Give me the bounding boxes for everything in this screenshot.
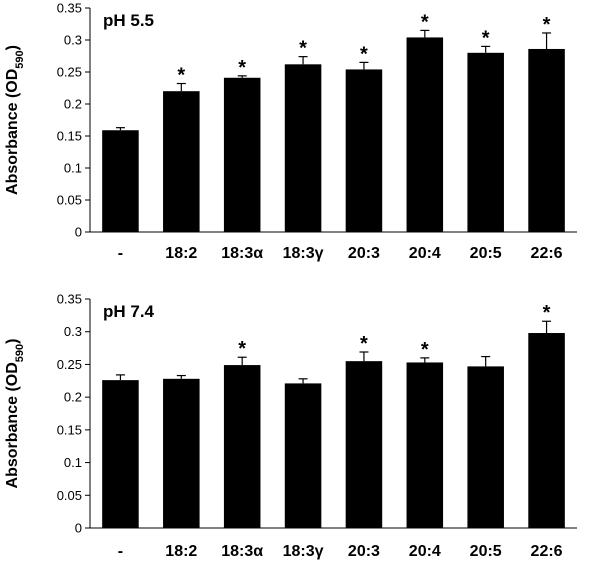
- y-tick-label: 0.25: [57, 357, 82, 372]
- bar: [528, 48, 565, 233]
- y-tick-label: 0.3: [64, 324, 82, 339]
- y-tick-label: 0.05: [57, 488, 82, 503]
- bar: [102, 130, 139, 232]
- y-axis-label: Absorbance (OD590): [4, 45, 26, 195]
- bar: [345, 69, 383, 232]
- bar: [406, 37, 444, 232]
- y-tick-label: 0.3: [64, 33, 82, 48]
- significance-marker: *: [238, 338, 246, 360]
- y-axis-label-main: Absorbance (OD: [4, 69, 21, 195]
- bar: [223, 77, 261, 232]
- significance-marker: *: [543, 14, 551, 36]
- bar: [528, 333, 565, 528]
- category-label: 18:3γ: [283, 543, 324, 560]
- y-tick-label: 0.15: [57, 129, 82, 144]
- bar: [284, 383, 322, 528]
- category-label: 18:3γ: [283, 245, 324, 262]
- bar: [467, 52, 504, 232]
- significance-marker: *: [360, 333, 368, 355]
- chart-ph-5-5: 0 0.05 0.1 0.15 0.2 0.25 0.3 0.35 Absorbance (OD…: [4, 1, 577, 262]
- panel-title: pH 5.5: [103, 11, 154, 30]
- category-label: 20:3: [348, 543, 380, 560]
- y-tick-label: 0.05: [57, 193, 82, 208]
- y-axis-label-close: ): [4, 45, 21, 50]
- y-tick-label: 0.2: [64, 97, 82, 112]
- category-label: 20:5: [470, 543, 502, 560]
- category-label: 22:6: [531, 543, 563, 560]
- y-tick-label: 0.2: [64, 390, 82, 405]
- bar: [223, 365, 261, 528]
- y-tick-label: 0.15: [57, 422, 82, 437]
- category-label: 20:5: [470, 245, 502, 262]
- significance-marker: *: [177, 65, 185, 87]
- y-tick-label: 0.25: [57, 65, 82, 80]
- bar: [102, 380, 139, 528]
- bar: [406, 362, 444, 528]
- significance-marker: *: [360, 43, 368, 65]
- y-tick-label: 0: [75, 225, 82, 240]
- y-axis-label: Absorbance (OD590): [4, 339, 26, 489]
- category-label: 18:3α: [221, 543, 263, 560]
- category-label: -: [118, 543, 123, 560]
- category-label: -: [118, 245, 123, 262]
- bar: [467, 366, 504, 528]
- y-axis-label-main: Absorbance (OD: [4, 362, 21, 488]
- y-tick-label: 0.35: [57, 292, 82, 307]
- panel-title: pH 7.4: [103, 302, 155, 321]
- bar: [163, 378, 200, 528]
- y-tick-label: 0: [75, 521, 82, 536]
- bar: [345, 361, 383, 528]
- significance-marker: *: [421, 339, 429, 361]
- y-tick-label: 0.1: [64, 455, 82, 470]
- significance-marker: *: [482, 27, 490, 49]
- bar: [163, 91, 200, 232]
- category-label: 22:6: [531, 245, 563, 262]
- y-tick-label: 0.1: [64, 161, 82, 176]
- category-label: 18:3α: [221, 245, 263, 262]
- significance-marker: *: [238, 57, 246, 79]
- category-label: 18:2: [165, 245, 197, 262]
- significance-marker: *: [299, 38, 307, 60]
- significance-marker: *: [543, 302, 551, 324]
- y-axis-label-subscript: 590: [14, 344, 26, 362]
- category-label: 20:4: [409, 245, 441, 262]
- category-label: 20:3: [348, 245, 380, 262]
- y-tick-label: 0.35: [57, 1, 82, 16]
- bar: [284, 64, 322, 232]
- y-axis-label-subscript: 590: [14, 50, 26, 68]
- significance-marker: *: [421, 11, 429, 33]
- chart-ph-7-4: 0 0.05 0.1 0.15 0.2 0.25 0.3 0.35 Absorbance (OD…: [4, 292, 577, 560]
- y-axis-label-close: ): [4, 339, 21, 344]
- category-label: 18:2: [165, 543, 197, 560]
- category-label: 20:4: [409, 543, 441, 560]
